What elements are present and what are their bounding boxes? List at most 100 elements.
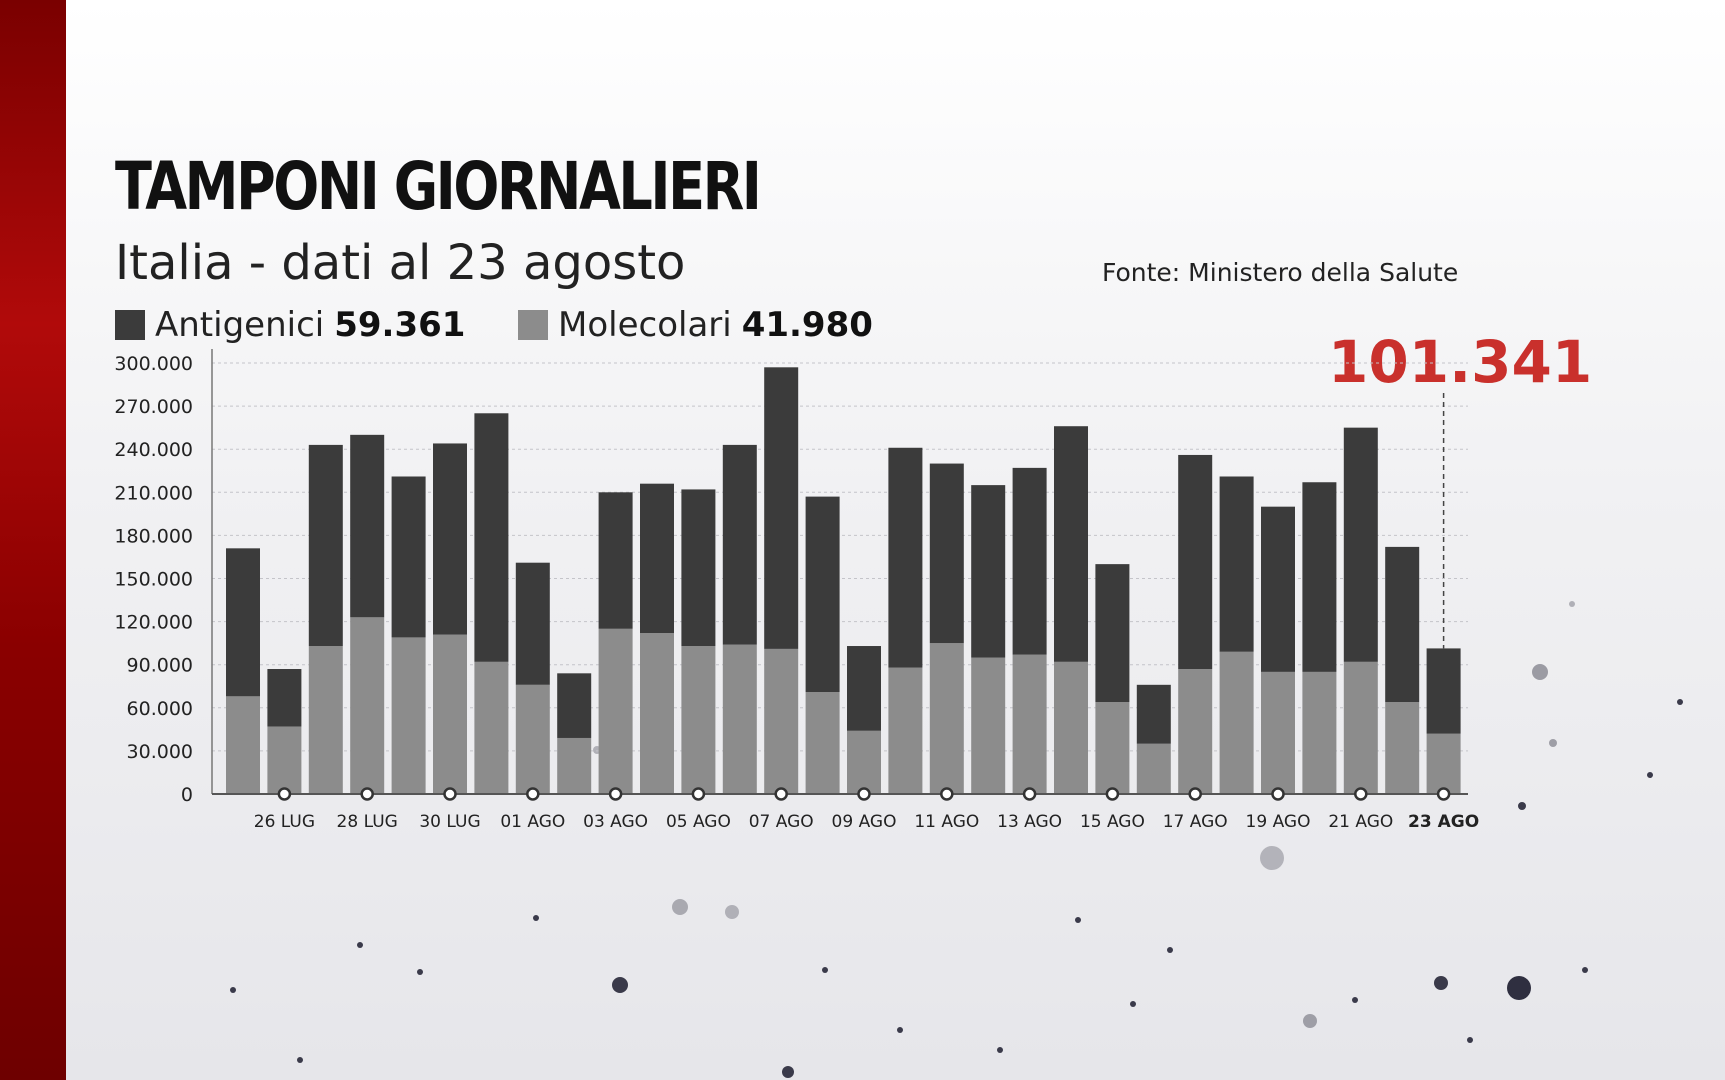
- bar-antigenici: [764, 367, 799, 649]
- x-tick-marker: [1105, 787, 1120, 801]
- chart-subtitle: Italia - dati al 23 agosto: [115, 235, 686, 291]
- bar-molecolari: [557, 737, 592, 794]
- x-tick-marker: [1354, 787, 1368, 801]
- bar-antigenici: [888, 447, 923, 668]
- x-tick-label: 09 AGO: [832, 812, 897, 832]
- bar-antigenici: [267, 669, 302, 727]
- bar-molecolari: [929, 643, 964, 794]
- bar-molecolari: [1178, 669, 1213, 794]
- bar-molecolari: [1219, 651, 1254, 794]
- y-tick-label: 210.000: [114, 482, 193, 504]
- bar-antigenici: [1302, 482, 1337, 672]
- bar-molecolari: [1054, 661, 1088, 794]
- sidebar-brand-stripe: [0, 0, 66, 1080]
- x-tick-marker: [277, 787, 292, 801]
- bar-molecolari: [308, 646, 343, 794]
- x-tick-label: 03 AGO: [583, 812, 648, 832]
- legend-swatch-antigenici: [115, 310, 145, 340]
- bar-antigenici: [929, 463, 964, 644]
- bar-antigenici: [557, 673, 592, 738]
- bar-antigenici: [847, 646, 881, 731]
- x-tick-label: 17 AGO: [1163, 812, 1228, 832]
- x-tick-label: 13 AGO: [997, 812, 1062, 832]
- bar-antigenici: [598, 492, 633, 629]
- x-tick-marker: [940, 787, 954, 801]
- bar-antigenici: [1178, 454, 1213, 670]
- x-tick-marker: [774, 787, 788, 801]
- x-tick-label: 15 AGO: [1080, 812, 1145, 832]
- x-tick-marker: [1436, 787, 1451, 801]
- legend-label: Molecolari: [558, 305, 732, 345]
- y-tick-label: 0: [181, 784, 193, 806]
- bar-antigenici: [1012, 467, 1047, 655]
- bar-antigenici: [971, 485, 1006, 658]
- x-tick-label: 11 AGO: [914, 812, 979, 832]
- bar-molecolari: [1095, 702, 1130, 794]
- highlight-total: 101.341: [1328, 328, 1593, 396]
- bar-molecolari: [1343, 661, 1378, 794]
- y-tick-label: 60.000: [127, 698, 193, 720]
- x-tick-label: 23 AGO: [1408, 812, 1479, 832]
- bar-antigenici: [1343, 427, 1378, 662]
- bar-molecolari: [515, 684, 550, 794]
- x-tick-marker: [1271, 787, 1285, 801]
- x-tick-label: 19 AGO: [1246, 812, 1311, 832]
- bar-antigenici: [1095, 564, 1130, 703]
- bar-antigenici: [1426, 648, 1461, 734]
- y-tick-label: 90.000: [127, 655, 193, 677]
- x-tick-marker: [1022, 787, 1037, 801]
- bar-molecolari: [1302, 671, 1337, 794]
- bar-molecolari: [888, 667, 923, 794]
- bar-molecolari: [267, 726, 302, 794]
- legend-value: 41.980: [741, 305, 873, 345]
- bar-molecolari: [1261, 671, 1295, 794]
- bar-molecolari: [722, 644, 757, 794]
- bar-antigenici: [1136, 684, 1171, 744]
- legend-label: Antigenici: [155, 305, 325, 345]
- legend-swatch-molecolari: [518, 310, 548, 340]
- bar-antigenici: [1219, 476, 1254, 652]
- bar-molecolari: [1136, 743, 1171, 794]
- x-tick-label: 30 LUG: [419, 812, 480, 832]
- y-tick-label: 240.000: [114, 439, 193, 461]
- x-tick-marker: [526, 787, 540, 801]
- x-tick-marker: [857, 787, 871, 801]
- bar-molecolari: [681, 646, 716, 794]
- bar-antigenici: [474, 413, 509, 662]
- x-tick-marker: [608, 787, 623, 801]
- source-note: Fonte: Ministero della Salute: [1102, 258, 1459, 287]
- bar-antigenici: [515, 562, 550, 685]
- bar-antigenici: [350, 434, 385, 618]
- bar-antigenici: [1261, 506, 1295, 672]
- bar-molecolari: [640, 633, 674, 794]
- bar-molecolari: [433, 634, 467, 794]
- x-tick-marker: [443, 787, 457, 801]
- bar-antigenici: [308, 444, 343, 647]
- bar-antigenici: [1054, 426, 1088, 662]
- bar-antigenici: [805, 496, 840, 692]
- x-tick-marker: [360, 787, 374, 801]
- chart-title: TAMPONI GIORNALIERI: [115, 148, 762, 225]
- bar-molecolari: [474, 661, 509, 794]
- bar-molecolari: [350, 617, 385, 794]
- x-tick-label: 21 AGO: [1328, 812, 1393, 832]
- bar-antigenici: [226, 548, 260, 697]
- bar-molecolari: [1012, 654, 1047, 794]
- y-tick-label: 270.000: [114, 396, 193, 418]
- legend-item-molecolari: Molecolari 41.980: [518, 305, 873, 345]
- legend-item-antigenici: Antigenici 59.361: [115, 305, 465, 345]
- y-tick-label: 180.000: [114, 525, 193, 547]
- bar-molecolari: [598, 628, 633, 794]
- bar-molecolari: [764, 648, 799, 794]
- x-tick-label: 05 AGO: [666, 812, 731, 832]
- bar-antigenici: [1385, 546, 1420, 703]
- y-tick-label: 150.000: [114, 569, 193, 591]
- bar-molecolari: [971, 657, 1006, 794]
- x-tick-marker: [1188, 787, 1202, 801]
- bar-molecolari: [226, 696, 260, 794]
- bar-molecolari: [1426, 733, 1461, 794]
- y-tick-label: 300.000: [114, 353, 193, 375]
- bar-antigenici: [681, 489, 716, 647]
